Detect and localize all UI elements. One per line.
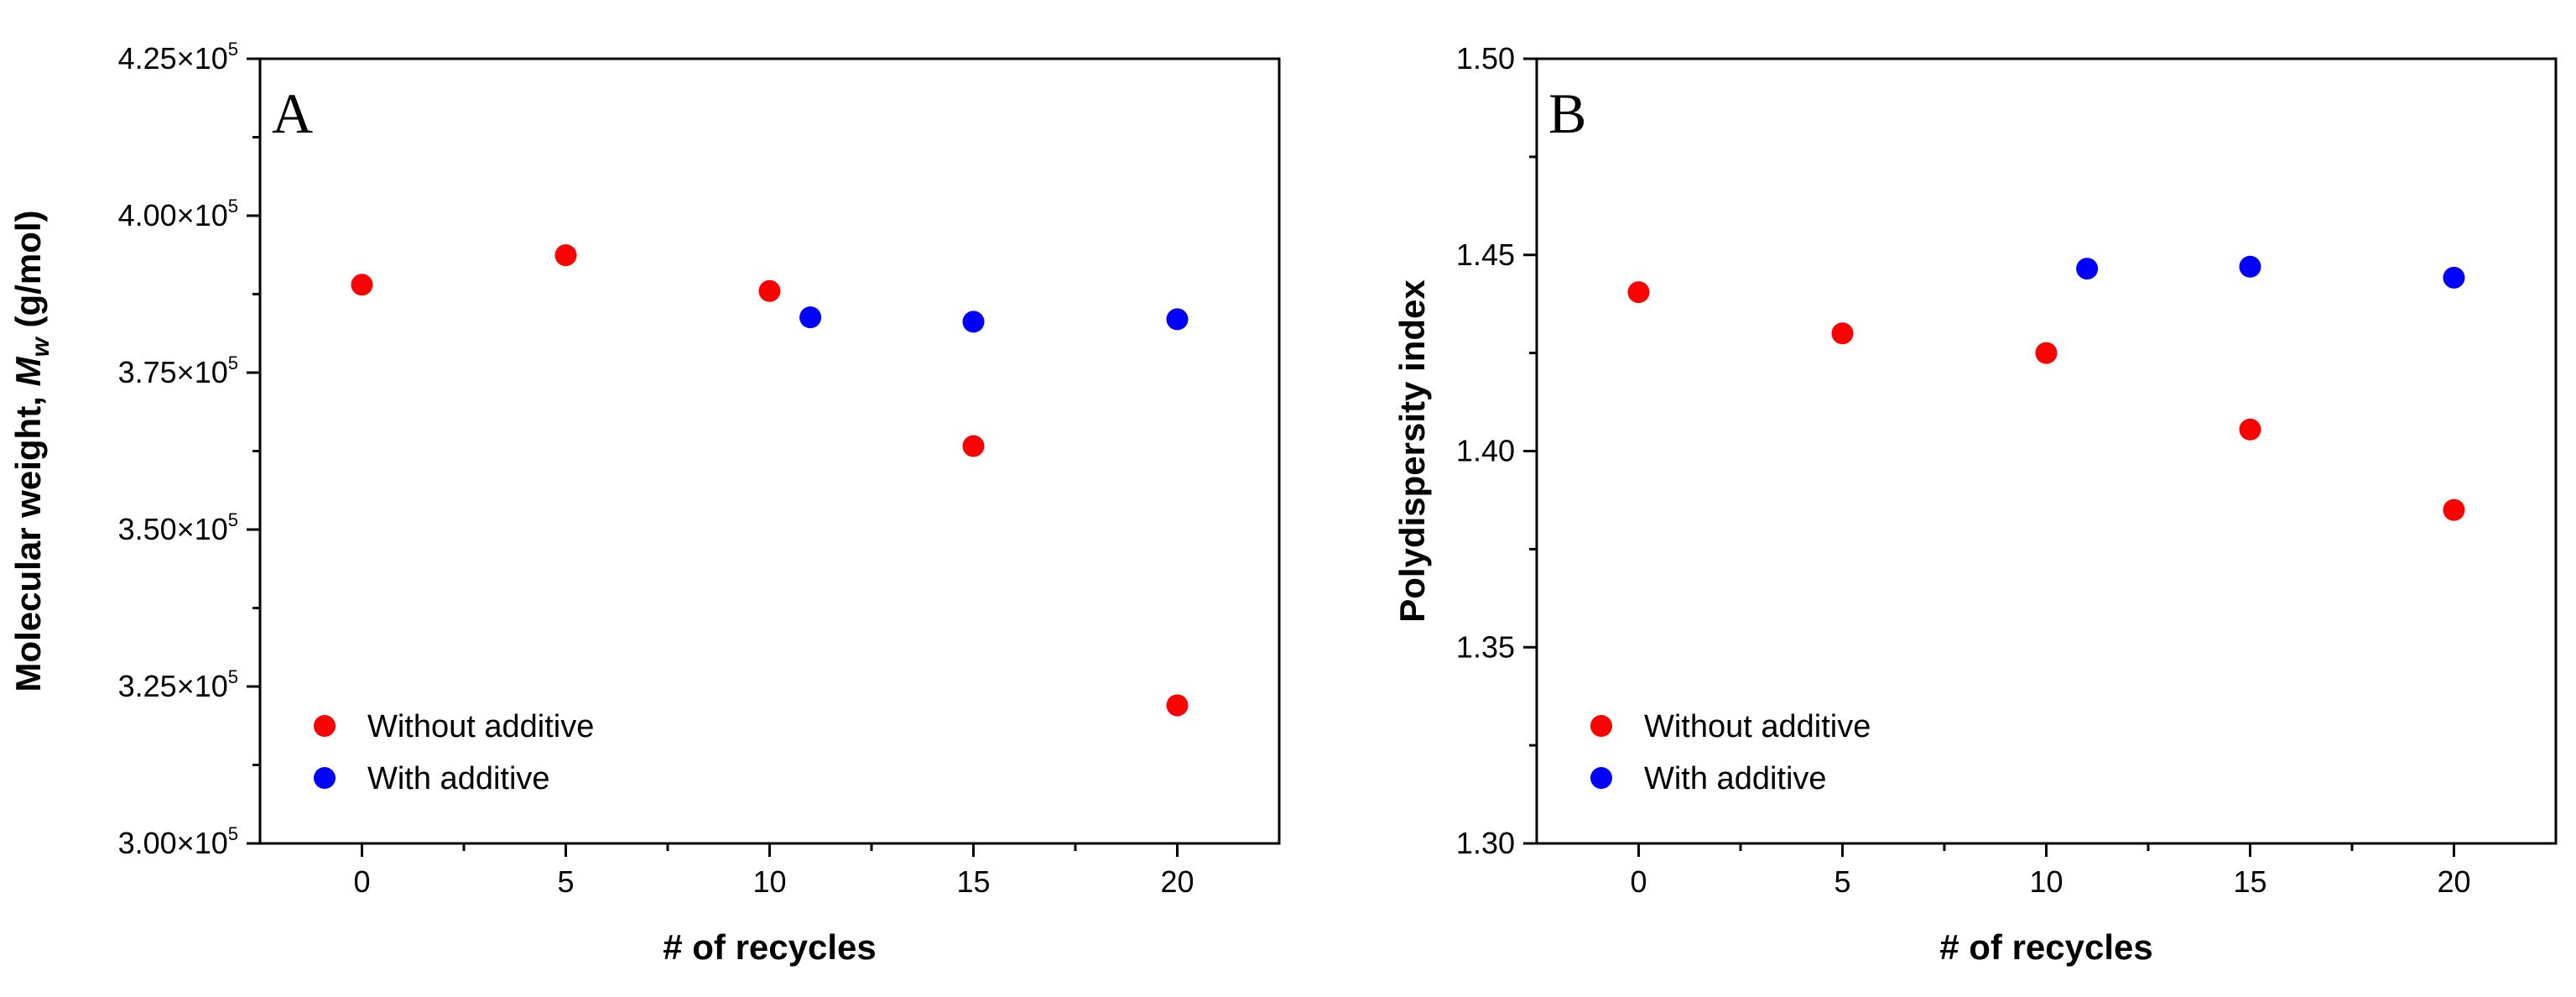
y-tick-mantissa: 3.25×10 (118, 669, 228, 703)
x-tick-label: 15 (956, 864, 990, 899)
point-without-additive (554, 244, 577, 267)
y-tick-label: 4.25×105 (118, 39, 238, 76)
point-without-additive (758, 279, 781, 302)
y-tick-label: 1.50 (1456, 41, 1515, 76)
y-tick-label: 3.75×105 (118, 352, 238, 389)
y-tick-exponent: 5 (228, 823, 238, 844)
point-without-additive (2239, 418, 2261, 441)
x-tick-label: 5 (1834, 864, 1850, 899)
y-tick-exponent: 5 (228, 39, 238, 60)
legend-label: Without additive (1644, 709, 1871, 744)
x-tick-label: 20 (1160, 864, 1194, 899)
y-axis-title-text: Polydispersity index (1392, 279, 1432, 623)
point-without-additive (962, 435, 985, 457)
y-axis-title-subscript: w (27, 336, 55, 357)
x-axis-title: # of recycles (663, 927, 877, 967)
y-tick-label: 3.50×105 (118, 509, 238, 546)
point-without-additive (351, 274, 373, 296)
y-tick-label: 1.40 (1456, 434, 1515, 468)
y-tick-label: 1.45 (1456, 238, 1515, 272)
y-axis-title-symbol: M (8, 356, 48, 386)
point-without-additive (1166, 694, 1189, 717)
y-tick-mantissa: 1.50 (1456, 41, 1515, 76)
legend-marker (1590, 767, 1612, 789)
y-tick-mantissa: 1.30 (1456, 826, 1515, 860)
legend-label: With additive (367, 761, 550, 796)
point-with-additive (2076, 258, 2099, 280)
y-tick-exponent: 5 (228, 352, 238, 373)
y-tick-mantissa: 3.50×10 (118, 512, 228, 546)
point-with-additive (962, 311, 985, 333)
point-with-additive (2443, 266, 2465, 289)
x-tick-label: 5 (557, 864, 574, 899)
y-tick-label: 1.35 (1456, 629, 1515, 664)
y-tick-label: 1.30 (1456, 826, 1515, 860)
point-with-additive (1166, 308, 1189, 331)
y-tick-mantissa: 1.45 (1456, 238, 1515, 272)
y-tick-exponent: 5 (228, 196, 238, 217)
x-tick-label: 0 (353, 864, 370, 899)
y-axis-title: Polydispersity index (1392, 279, 1432, 623)
chart-b: 0 5 10 15 20 1.30 1.35 1.40 1.45 1.50 # of recycle… (1392, 41, 2558, 967)
y-tick-mantissa: 3.75×10 (118, 355, 228, 389)
y-tick-label: 3.00×105 (118, 823, 238, 860)
legend-label: With additive (1644, 761, 1827, 796)
y-tick-label: 4.00×105 (118, 196, 238, 232)
y-tick-mantissa: 1.40 (1456, 434, 1515, 468)
x-tick-label: 10 (752, 864, 786, 899)
point-without-additive (1831, 322, 1854, 345)
x-tick-label: 15 (2233, 864, 2266, 899)
y-axis-title-units: (g/mol) (8, 210, 48, 337)
point-with-additive (2239, 255, 2261, 278)
point-with-additive (799, 306, 822, 329)
legend-marker (314, 767, 336, 789)
x-tick-label: 10 (2029, 864, 2063, 899)
y-tick-exponent: 5 (228, 509, 238, 530)
y-axis-title-text: Molecular weight, (8, 386, 48, 692)
y-axis-title: Molecular weight, Mw (g/mol) (8, 210, 55, 692)
x-tick-label: 20 (2437, 864, 2470, 899)
legend-label: Without additive (367, 709, 594, 744)
y-tick-mantissa: 3.00×10 (118, 826, 228, 860)
x-tick-label: 0 (1630, 864, 1647, 899)
x-axis-title: # of recycles (1939, 927, 2153, 967)
y-tick-mantissa: 4.25×10 (118, 41, 228, 76)
legend-marker (1590, 715, 1612, 737)
point-without-additive (2443, 498, 2465, 521)
y-tick-mantissa: 1.35 (1456, 629, 1515, 664)
panel-label: B (1548, 81, 1586, 145)
point-without-additive (1627, 281, 1650, 304)
legend-marker (314, 715, 336, 737)
panel-label: A (272, 81, 313, 145)
y-tick-label: 3.25×105 (118, 666, 238, 703)
y-tick-exponent: 5 (228, 666, 238, 687)
chart-a: 0 5 10 15 203.00×1053.25×1053.50×1053.75×105… (8, 39, 1281, 967)
y-tick-mantissa: 4.00×10 (118, 198, 228, 232)
point-without-additive (2035, 342, 2058, 364)
